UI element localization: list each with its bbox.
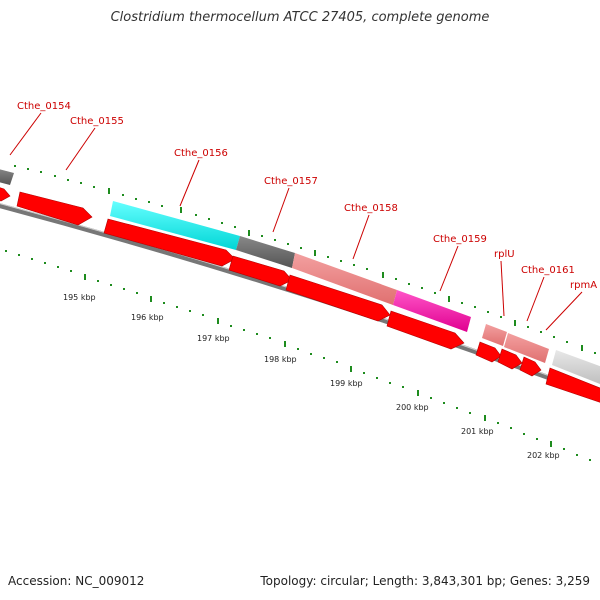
gene-labels: Cthe_0154 Cthe_0155 Cthe_0156 Cthe_0157 … xyxy=(17,101,597,291)
gene-box-rplu xyxy=(482,324,507,346)
label-leaders xyxy=(9,112,583,331)
kbp-label: 199 kbp xyxy=(330,379,363,388)
gene-box-rpma xyxy=(552,350,600,385)
kbp-label: 202 kbp xyxy=(527,451,560,460)
kbp-label: 201 kbp xyxy=(461,427,494,436)
gene-arrow-5 xyxy=(285,274,391,322)
kbp-label: 200 kbp xyxy=(396,403,429,412)
gene-label-cthe0158: Cthe_0158 xyxy=(344,203,398,214)
gene-label-cthe0154: Cthe_0154 xyxy=(17,101,71,112)
gene-arrow-6 xyxy=(386,310,465,350)
gene-label-cthe0161: Cthe_0161 xyxy=(521,265,575,276)
gene-arrow-2 xyxy=(16,191,93,226)
gene-box-cthe0161 xyxy=(504,333,549,363)
kbp-label: 197 kbp xyxy=(197,334,230,343)
gene-box-cthe0154 xyxy=(0,169,14,185)
kbp-labels: 195 kbp 196 kbp 197 kbp 198 kbp 199 kbp … xyxy=(63,293,560,460)
gene-label-cthe0159: Cthe_0159 xyxy=(433,234,487,245)
gene-label-cthe0155: Cthe_0155 xyxy=(70,116,124,127)
gene-arrow-9 xyxy=(519,356,542,377)
gene-box-cthe0158 xyxy=(292,253,397,305)
kbp-label: 195 kbp xyxy=(63,293,96,302)
map-title: Clostridium thermocellum ATCC 27405, com… xyxy=(110,10,490,25)
gene-box-cthe0159 xyxy=(393,290,471,332)
gene-arrow-8 xyxy=(497,348,523,370)
genome-summary-text: Topology: circular; Length: 3,843,301 bp… xyxy=(260,574,590,588)
gene-label-cthe0157: Cthe_0157 xyxy=(264,176,318,187)
gene-arrow-3 xyxy=(103,218,236,267)
gene-box-cthe0156 xyxy=(110,201,240,250)
gene-label-rpma: rpmA xyxy=(570,280,597,291)
gene-label-rplu: rplU xyxy=(494,249,515,260)
inner-tick-row xyxy=(5,250,591,461)
kbp-label: 196 kbp xyxy=(131,313,164,322)
accession-text: Accession: NC_009012 xyxy=(8,574,145,588)
gene-arrow-4 xyxy=(228,255,293,287)
gene-arrow-10 xyxy=(545,367,600,403)
gene-arrows xyxy=(0,187,600,403)
kbp-label: 198 kbp xyxy=(264,355,297,364)
forward-strand-genes xyxy=(0,169,600,385)
gene-label-cthe0156: Cthe_0156 xyxy=(174,148,228,159)
gene-arrow-7 xyxy=(475,341,502,363)
gene-box-cthe0157 xyxy=(236,236,295,268)
outer-tick-row xyxy=(14,165,596,354)
gene-arrow-1 xyxy=(0,187,11,202)
